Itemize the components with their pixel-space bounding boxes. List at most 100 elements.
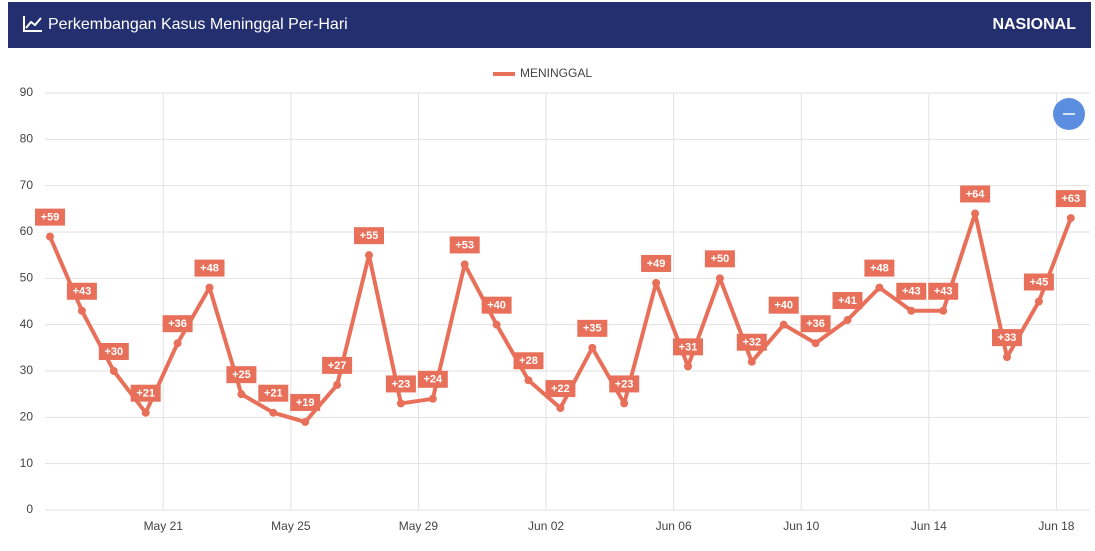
data-label-bg [1023, 273, 1054, 291]
point [620, 399, 629, 408]
data-label-bg [641, 254, 672, 272]
y-tick-label: 20 [20, 410, 34, 424]
data-label-bg [66, 282, 97, 300]
data-label-bg [322, 356, 353, 374]
x-tick-label: May 21 [144, 519, 184, 533]
point [173, 339, 182, 348]
point [46, 232, 54, 241]
y-tick-label: 80 [20, 132, 34, 146]
point [333, 380, 342, 389]
data-label: +30 [104, 346, 123, 358]
data-label-bg [960, 185, 991, 203]
data-label: +48 [870, 263, 889, 275]
point [747, 357, 756, 366]
data-label: +23 [615, 378, 634, 390]
point [652, 278, 661, 287]
y-tick-label: 90 [20, 85, 34, 99]
data-label-bg [896, 282, 927, 300]
legend-swatch [493, 72, 515, 76]
x-tick-label: Jun 02 [528, 519, 564, 533]
point [1066, 214, 1075, 223]
data-label-bg [768, 296, 799, 314]
y-tick-label: 40 [20, 317, 34, 331]
data-label-bg [736, 333, 767, 351]
y-tick-label: 30 [20, 363, 34, 377]
point [875, 283, 884, 292]
data-label-bg [194, 259, 225, 277]
data-label: +43 [902, 286, 921, 298]
point [1034, 297, 1043, 306]
data-label-bg [354, 227, 384, 245]
data-label-bg [800, 315, 831, 333]
data-label-bg [98, 343, 129, 360]
data-label: +59 [41, 212, 60, 224]
point [141, 408, 150, 417]
data-label-bg [385, 375, 416, 393]
data-label-bg [449, 236, 480, 254]
point [684, 362, 692, 371]
data-label: +43 [934, 286, 953, 298]
data-label-bg [162, 315, 193, 333]
data-label-bg [513, 352, 544, 370]
data-label-bg [417, 370, 448, 388]
data-label-bg [35, 208, 65, 226]
point [907, 306, 916, 315]
data-label: +32 [742, 337, 761, 349]
point [77, 306, 86, 315]
point [843, 316, 852, 325]
collapse-button[interactable] [1053, 98, 1085, 130]
point [939, 306, 948, 315]
data-label: +43 [73, 286, 92, 298]
data-label-bg [1055, 190, 1086, 208]
data-label: +64 [966, 188, 986, 200]
plot: 0 10 20 30 40 50 60 70 80 90 May 21 May 25 May 29 Jun… [20, 66, 1090, 533]
y-tick-label: 50 [20, 271, 34, 285]
data-label-bg [130, 384, 161, 402]
data-label-bg [577, 319, 608, 337]
point [779, 320, 788, 329]
data-label: +48 [200, 263, 219, 275]
data-label: +27 [328, 360, 347, 372]
data-label: +21 [264, 388, 283, 400]
point [365, 251, 373, 260]
data-label: +40 [487, 300, 506, 312]
data-label: +36 [806, 318, 825, 330]
y-tick-label: 60 [20, 224, 34, 238]
chart-icon [23, 16, 42, 32]
point [556, 404, 565, 413]
data-label: +35 [583, 323, 602, 335]
point [205, 283, 214, 292]
x-tick-label: Jun 18 [1038, 519, 1074, 533]
x-tick-label: Jun 06 [656, 519, 692, 533]
point [269, 408, 278, 417]
y-tick-label: 0 [26, 502, 33, 516]
data-label: +63 [1061, 193, 1080, 205]
header-bar [8, 2, 1091, 48]
point [715, 274, 724, 283]
data-label-bg [258, 384, 289, 402]
data-label: +25 [232, 369, 251, 381]
header-title: Perkembangan Kasus Meninggal Per-Hari [48, 16, 348, 33]
data-label-bg [704, 250, 735, 268]
data-label: +55 [360, 230, 379, 242]
data-label: +40 [774, 300, 793, 312]
x-tick-label: May 25 [271, 519, 311, 533]
header-region: NASIONAL [992, 16, 1076, 33]
legend-label: MENINGGAL [520, 66, 592, 80]
point [492, 320, 501, 329]
data-label-bg [864, 259, 895, 277]
data-label-bg [226, 366, 257, 384]
point [1003, 353, 1011, 362]
y-tick-label: 70 [20, 178, 34, 192]
data-label-bg [992, 329, 1022, 347]
point [109, 367, 118, 375]
data-label: +33 [998, 332, 1017, 344]
point [301, 417, 310, 426]
x-tick-label: Jun 10 [783, 519, 819, 533]
data-label: +50 [711, 253, 730, 265]
data-label: +31 [679, 341, 698, 353]
data-label: +24 [423, 374, 443, 386]
point [524, 376, 533, 385]
data-label-bg [290, 393, 321, 411]
